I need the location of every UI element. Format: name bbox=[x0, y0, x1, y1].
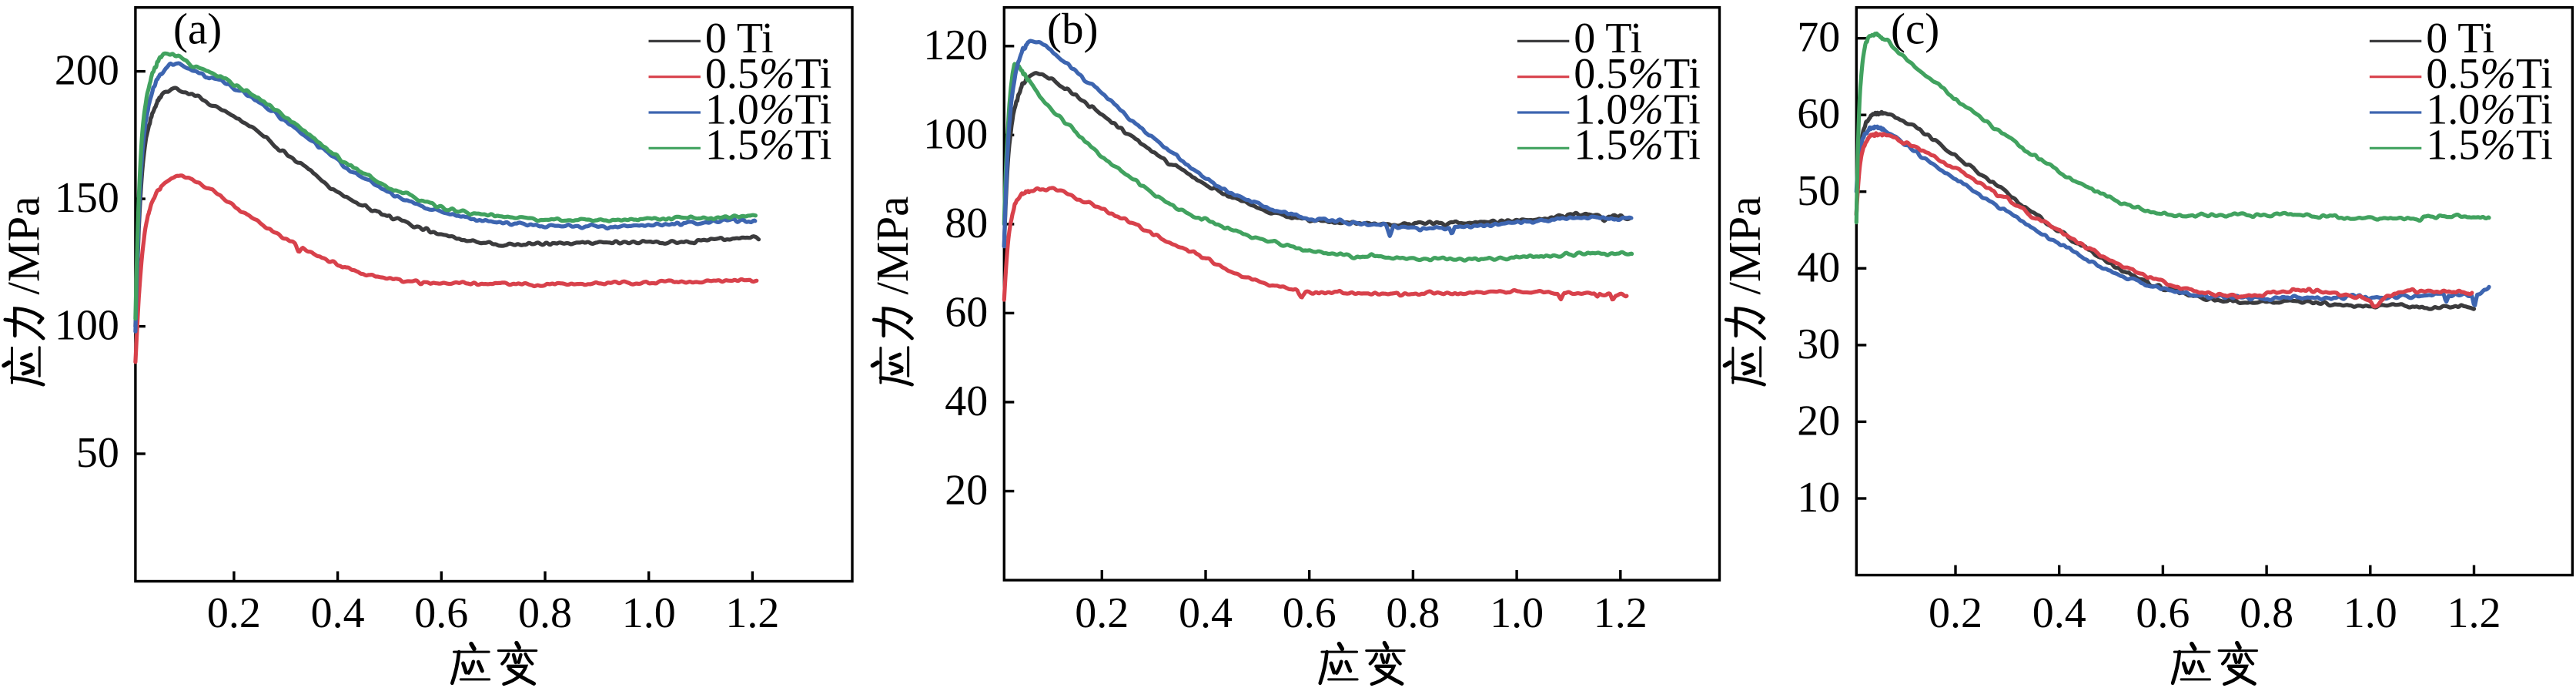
svg-text:1.5%Ti: 1.5%Ti bbox=[1574, 122, 1700, 169]
svg-text:0 Ti: 0 Ti bbox=[1574, 15, 1642, 62]
svg-text:0.5%Ti: 0.5%Ti bbox=[705, 50, 831, 98]
svg-text:0.6: 0.6 bbox=[1283, 589, 1337, 637]
svg-text:0.2: 0.2 bbox=[207, 589, 261, 637]
svg-text:0.5%Ti: 0.5%Ti bbox=[2426, 50, 2552, 98]
svg-text:1.0: 1.0 bbox=[1490, 589, 1544, 637]
svg-text:1.0%Ti: 1.0%Ti bbox=[1574, 86, 1700, 133]
svg-text:50: 50 bbox=[76, 429, 119, 477]
svg-text:150: 150 bbox=[55, 174, 119, 222]
svg-text:1.0: 1.0 bbox=[2343, 589, 2397, 637]
svg-text:60: 60 bbox=[945, 288, 988, 336]
svg-text:0.4: 0.4 bbox=[1179, 589, 1233, 637]
svg-text:1.0: 1.0 bbox=[622, 589, 676, 637]
svg-text:/MPa: /MPa bbox=[1719, 196, 1770, 295]
svg-text:100: 100 bbox=[923, 110, 988, 158]
svg-text:0.5%Ti: 0.5%Ti bbox=[1574, 50, 1700, 98]
svg-text:30: 30 bbox=[1797, 320, 1840, 368]
svg-text:0.8: 0.8 bbox=[518, 589, 572, 637]
svg-text:0.6: 0.6 bbox=[2136, 589, 2190, 637]
svg-text:20: 20 bbox=[1797, 397, 1840, 445]
svg-text:0 Ti: 0 Ti bbox=[2426, 15, 2494, 62]
svg-text:0.6: 0.6 bbox=[414, 589, 468, 637]
svg-text:200: 200 bbox=[55, 47, 119, 95]
svg-text:70: 70 bbox=[1797, 14, 1840, 62]
svg-text:1.5%Ti: 1.5%Ti bbox=[705, 122, 831, 169]
svg-text:(b): (b) bbox=[1047, 5, 1098, 54]
svg-text:100: 100 bbox=[55, 302, 119, 350]
svg-text:20: 20 bbox=[945, 467, 988, 515]
svg-text:1.5%Ti: 1.5%Ti bbox=[2426, 122, 2552, 169]
svg-text:/MPa: /MPa bbox=[867, 196, 918, 295]
svg-text:0.8: 0.8 bbox=[2240, 589, 2293, 637]
svg-text:0.2: 0.2 bbox=[1075, 589, 1129, 637]
svg-text:120: 120 bbox=[923, 22, 988, 69]
svg-text:1.2: 1.2 bbox=[2447, 589, 2501, 637]
svg-text:40: 40 bbox=[1797, 243, 1840, 291]
svg-text:0.8: 0.8 bbox=[1386, 589, 1440, 637]
svg-text:0.2: 0.2 bbox=[1929, 589, 1982, 637]
svg-text:0.4: 0.4 bbox=[2032, 589, 2086, 637]
svg-text:(c): (c) bbox=[1891, 5, 1939, 54]
svg-text:1.2: 1.2 bbox=[725, 589, 779, 637]
svg-text:40: 40 bbox=[945, 378, 988, 425]
svg-text:1.2: 1.2 bbox=[1594, 589, 1648, 637]
svg-text:60: 60 bbox=[1797, 90, 1840, 138]
svg-text:0 Ti: 0 Ti bbox=[705, 15, 774, 62]
svg-text:/MPa: /MPa bbox=[0, 196, 49, 295]
svg-text:1.0%Ti: 1.0%Ti bbox=[705, 86, 831, 133]
svg-text:50: 50 bbox=[1797, 167, 1840, 215]
svg-text:1.0%Ti: 1.0%Ti bbox=[2426, 86, 2552, 133]
svg-text:0.4: 0.4 bbox=[311, 589, 365, 637]
svg-text:80: 80 bbox=[945, 200, 988, 247]
svg-text:10: 10 bbox=[1797, 474, 1840, 522]
svg-text:(a): (a) bbox=[173, 5, 222, 54]
